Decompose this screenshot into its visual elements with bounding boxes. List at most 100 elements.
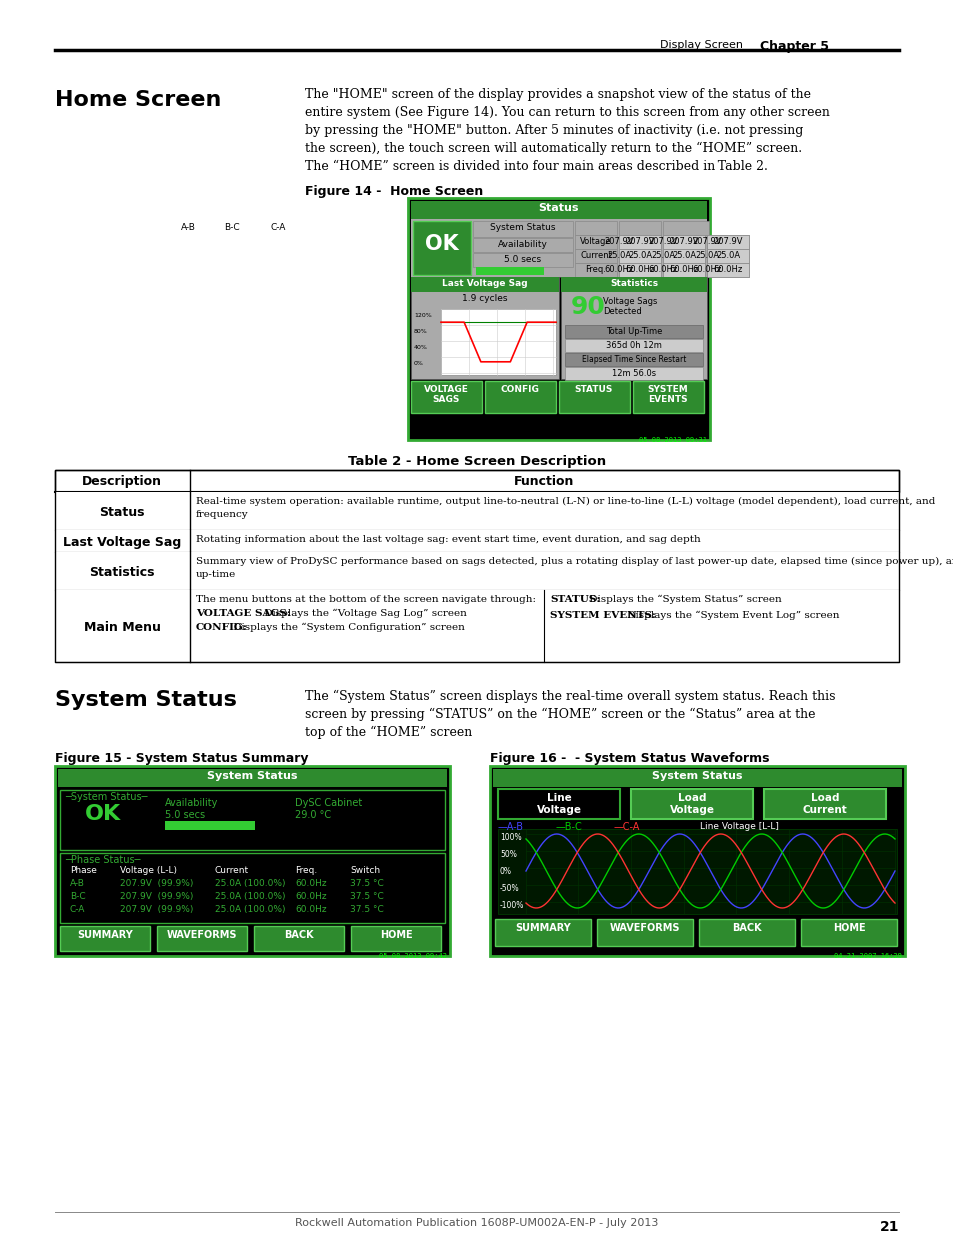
Bar — [411, 277, 558, 291]
Bar — [618, 235, 660, 249]
Text: Figure 14 -  Home Screen: Figure 14 - Home Screen — [305, 185, 483, 198]
Text: Load
Current: Load Current — [801, 793, 846, 815]
Text: entire system (See Figure 14). You can return to this screen from any other scre: entire system (See Figure 14). You can r… — [305, 106, 829, 119]
Text: 207.9V: 207.9V — [648, 237, 677, 246]
Text: 40%: 40% — [414, 345, 428, 350]
Text: Voltage Sags
Detected: Voltage Sags Detected — [602, 296, 657, 316]
Text: Description: Description — [82, 475, 162, 488]
Text: SUMMARY: SUMMARY — [77, 930, 132, 940]
Text: 207.9V: 207.9V — [603, 237, 633, 246]
Bar — [662, 249, 704, 263]
Text: 37.5 °C: 37.5 °C — [350, 879, 383, 888]
Bar — [801, 919, 896, 946]
Text: System Status: System Status — [651, 771, 741, 781]
Text: Statistics: Statistics — [90, 566, 154, 579]
Text: A-B: A-B — [70, 879, 85, 888]
Bar — [560, 277, 706, 379]
Bar — [413, 221, 471, 275]
Bar — [618, 235, 660, 249]
Text: WAVEFORMS: WAVEFORMS — [167, 930, 237, 940]
Bar — [473, 253, 573, 267]
Text: C-A: C-A — [70, 905, 85, 914]
Bar — [575, 221, 617, 235]
Text: Elapsed Time Since Restart: Elapsed Time Since Restart — [581, 354, 685, 364]
Text: 60.0Hz: 60.0Hz — [294, 879, 326, 888]
Text: Figure 15 - System Status Summary: Figure 15 - System Status Summary — [55, 752, 308, 764]
Bar — [157, 926, 247, 951]
Bar — [597, 919, 692, 946]
Text: 29.0 °C: 29.0 °C — [294, 810, 331, 820]
Text: Figure 16 -  - System Status Waveforms: Figure 16 - - System Status Waveforms — [490, 752, 769, 764]
Text: The menu buttons at the bottom of the screen navigate through:: The menu buttons at the bottom of the sc… — [195, 595, 536, 604]
Text: 60.0Hz: 60.0Hz — [713, 266, 741, 274]
Text: 37.5 °C: 37.5 °C — [350, 905, 383, 914]
Bar — [60, 926, 150, 951]
Text: Main Menu: Main Menu — [84, 621, 160, 634]
Text: Function: Function — [514, 475, 574, 488]
Text: SYSTEM
EVENTS: SYSTEM EVENTS — [647, 385, 688, 404]
Bar — [58, 769, 447, 787]
Text: ─System Status─: ─System Status─ — [65, 792, 148, 802]
Text: 25.0A: 25.0A — [627, 251, 652, 261]
Text: 207.9V: 207.9V — [669, 237, 698, 246]
Text: Chapter 5: Chapter 5 — [760, 40, 828, 53]
Bar — [411, 382, 481, 412]
Text: 25.0A: 25.0A — [671, 251, 696, 261]
Text: 1.9 cycles: 1.9 cycles — [462, 294, 507, 303]
Bar — [558, 382, 629, 412]
Text: 25.0A: 25.0A — [694, 251, 719, 261]
Text: Load
Voltage: Load Voltage — [669, 793, 714, 815]
Text: 60.0Hz: 60.0Hz — [692, 266, 720, 274]
Text: 60.0Hz: 60.0Hz — [294, 892, 326, 902]
Text: 60.0Hz: 60.0Hz — [648, 266, 677, 274]
Bar — [55, 766, 450, 956]
Bar — [706, 235, 748, 249]
Text: 50%: 50% — [499, 850, 517, 860]
Text: 60.0Hz: 60.0Hz — [604, 266, 633, 274]
Bar — [497, 829, 896, 914]
Text: 25.0A: 25.0A — [650, 251, 675, 261]
Text: HOME: HOME — [832, 923, 864, 932]
Text: up-time: up-time — [195, 571, 236, 579]
Text: -100%: -100% — [499, 902, 524, 910]
Text: Current: Current — [579, 251, 611, 261]
Text: 207.9V  (99.9%): 207.9V (99.9%) — [120, 905, 193, 914]
Text: 25.0A (100.0%): 25.0A (100.0%) — [214, 905, 285, 914]
Bar — [60, 790, 444, 850]
Text: System Status: System Status — [207, 771, 297, 781]
Bar — [575, 235, 617, 249]
Text: 5.0 secs: 5.0 secs — [165, 810, 205, 820]
Text: Displays the “Voltage Sag Log” screen: Displays the “Voltage Sag Log” screen — [261, 609, 467, 619]
Bar — [55, 492, 898, 530]
Text: Rockwell Automation Publication 1608P-UM002A-EN-P - July 2013: Rockwell Automation Publication 1608P-UM… — [295, 1218, 658, 1228]
Text: Displays the “System Configuration” screen: Displays the “System Configuration” scre… — [230, 622, 464, 632]
Text: Availability: Availability — [165, 798, 218, 808]
Bar — [706, 263, 748, 277]
Bar — [165, 821, 254, 830]
Text: 207.9V: 207.9V — [624, 237, 654, 246]
Text: 04-21-2007 16:29: 04-21-2007 16:29 — [833, 953, 901, 960]
Text: 37.5 °C: 37.5 °C — [350, 892, 383, 902]
Text: Line
Voltage: Line Voltage — [536, 793, 581, 815]
Text: WAVEFORMS: WAVEFORMS — [609, 923, 679, 932]
Text: 5.0 secs: 5.0 secs — [504, 254, 541, 264]
Text: 05-08-2013 09:42: 05-08-2013 09:42 — [378, 953, 447, 960]
Bar — [493, 769, 901, 787]
Text: Status: Status — [99, 506, 145, 519]
Text: The “System Status” screen displays the real-time overall system status. Reach t: The “System Status” screen displays the … — [305, 690, 835, 703]
Bar — [630, 789, 752, 819]
Text: 25.0A (100.0%): 25.0A (100.0%) — [214, 892, 285, 902]
Bar — [253, 926, 344, 951]
Bar — [662, 263, 704, 277]
Text: Summary view of ProDySC performance based on sags detected, plus a rotating disp: Summary view of ProDySC performance base… — [195, 557, 953, 566]
Text: Availability: Availability — [497, 240, 547, 249]
Text: Status: Status — [538, 203, 578, 212]
Text: Displays the “System Event Log” screen: Displays the “System Event Log” screen — [624, 611, 840, 620]
Text: Statistics: Statistics — [609, 279, 658, 288]
Bar — [411, 201, 706, 219]
Bar — [55, 471, 898, 662]
Text: screen by pressing “STATUS” on the “HOME” screen or the “Status” area at the: screen by pressing “STATUS” on the “HOME… — [305, 708, 815, 721]
Text: STATUS:: STATUS: — [550, 595, 599, 604]
Bar — [633, 382, 703, 412]
Text: 365d 0h 12m: 365d 0h 12m — [605, 341, 661, 350]
